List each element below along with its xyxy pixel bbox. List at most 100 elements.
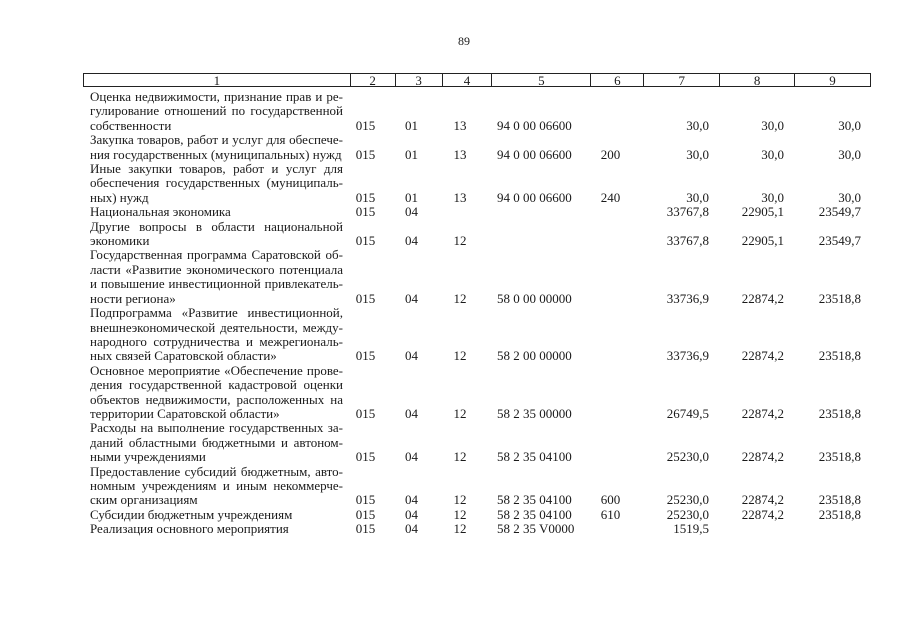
cell-col-8: 22874,2 [741,506,784,522]
cell-col-7: 25230,0 [666,449,709,465]
row-description: Государственная программа Саратовской об… [83,248,343,306]
row-description: Предоставление субсидий бюджетным, авто-… [83,463,343,508]
page-number: 89 [458,34,470,48]
cell-col-7: 33736,9 [666,348,709,364]
table-row: Предоставление субсидий бюджетным, авто-… [83,463,871,508]
cell-col-7: 30,0 [686,189,709,205]
row-description: Иные закупки товаров, работ и услуг для о… [83,161,343,205]
cell-col-7: 33767,8 [666,204,709,220]
cell-col-4: 12 [453,405,467,421]
cell-col-6: 600 [600,492,621,508]
cell-col-3: 01 [405,117,418,133]
cell-col-9: 23518,8 [818,405,861,421]
description-line: территории Саратовской области» [90,405,280,421]
cell-col-9: 23549,7 [818,204,861,220]
cell-col-9: 30,0 [838,117,861,133]
cell-col-3: 04 [405,449,418,465]
table-row: Подпрограмма «Развитие инвестиционной, вн… [83,305,871,364]
description-line: ласти «Развитие экономического потенциал… [90,261,343,277]
cell-col-5: 58 2 35 00000 [497,405,572,421]
cell-col-6: 610 [600,506,621,522]
cell-col-7: 33767,8 [666,233,709,249]
description-line: ским организациям [90,492,198,508]
cell-col-5: 58 2 35 04100 [497,492,572,508]
cell-col-8: 22905,1 [741,233,784,249]
description-line: Оценка недвижимости, признание прав и ре… [90,89,343,104]
cell-col-9: 30,0 [838,146,861,162]
cell-col-3: 04 [405,233,418,249]
description-line: и повышение инвестиционной привлекатель- [90,276,343,292]
table-header: 1 2 3 4 5 6 7 8 9 [83,73,871,87]
description-line: ния государственных (муниципальных) нужд [90,146,342,162]
cell-col-9: 23549,7 [818,233,861,249]
description-line: Иные закупки товаров, работ и услуг для [90,161,343,177]
row-description: Реализация основного мероприятия [83,521,343,536]
cell-col-2: 015 [355,492,376,508]
header-col-4: 4 [443,74,493,87]
cell-col-8: 22905,1 [741,204,784,220]
cell-col-9: 23518,8 [818,290,861,306]
description-line: экономики [90,233,150,249]
cell-col-3: 04 [405,492,418,508]
header-col-1: 1 [84,74,351,87]
description-line: Субсидии бюджетным учреждениям [90,506,293,522]
header-col-3: 3 [396,74,443,87]
description-line: собственности [90,117,172,133]
cell-col-3: 04 [405,290,418,306]
cell-col-8: 22874,2 [741,348,784,364]
cell-col-2: 015 [355,146,376,162]
header-col-9: 9 [829,73,836,88]
cell-col-8: 22874,2 [741,290,784,306]
cell-col-9: 23518,8 [818,506,861,522]
cell-col-5: 58 2 35 04100 [497,449,572,465]
description-line: Предоставление субсидий бюджетным, авто- [90,463,343,479]
table-row: Оценка недвижимости, признание прав и ре… [83,89,871,133]
cell-col-9: 23518,8 [818,492,861,508]
header-col-8: 8 [720,74,796,87]
cell-col-7: 26749,5 [666,405,709,421]
cell-col-5: 58 2 35 04100 [497,506,572,522]
cell-col-3: 04 [405,348,418,364]
cell-col-5: 58 2 00 00000 [497,348,572,364]
cell-col-7: 30,0 [686,146,709,162]
table-row: Закупка товаров, работ и услуг для обесп… [83,132,871,162]
cell-col-2: 015 [355,233,376,249]
row-description: Субсидии бюджетным учреждениям [83,506,343,522]
table-row: Расходы на выполнение государственных за… [83,420,871,465]
row-description: Основное мероприятие «Обеспечение прове-… [83,363,343,422]
header-col-6: 6 [591,74,645,87]
cell-col-6: 200 [600,146,621,162]
cell-col-3: 04 [405,506,418,522]
row-description: Национальная экономика [83,204,343,219]
description-line: ности региона» [90,290,176,306]
cell-col-3: 04 [405,521,418,537]
cell-col-2: 015 [355,449,376,465]
row-description: Подпрограмма «Развитие инвестиционной, вн… [83,305,343,364]
cell-col-4: 12 [453,492,467,508]
cell-col-4: 12 [453,348,467,364]
cell-col-8: 30,0 [761,189,784,205]
cell-col-2: 015 [355,189,376,205]
description-line: Подпрограмма «Развитие инвестиционной, [90,305,343,321]
cell-col-4: 13 [453,117,467,133]
cell-col-5: 94 0 00 06600 [497,146,572,162]
cell-col-7: 30,0 [686,117,709,133]
table-row: Национальная экономика 015 04 33767,8 22905,… [83,204,871,220]
cell-col-7: 1519,5 [673,521,709,537]
description-line: номным учреждениям и иным некоммерче- [90,477,343,493]
header-col-2: 2 [351,74,396,87]
row-description: Закупка товаров, работ и услуг для обесп… [83,132,343,162]
cell-col-2: 015 [355,521,376,537]
description-line: ных связей Саратовской области» [90,348,277,364]
description-line: гулирование отношений по государственной [90,103,343,119]
cell-col-7: 25230,0 [666,506,709,522]
cell-col-3: 01 [405,146,418,162]
cell-col-4: 13 [453,146,467,162]
description-line: объектов недвижимости, расположенных на [90,391,343,407]
cell-col-8: 22874,2 [741,405,784,421]
cell-col-4: 12 [453,233,467,249]
row-description: Другие вопросы в области национальной эко… [83,219,343,249]
cell-col-4: 12 [453,449,467,465]
cell-col-7: 25230,0 [666,492,709,508]
table-row: Государственная программа Саратовской об… [83,248,871,306]
